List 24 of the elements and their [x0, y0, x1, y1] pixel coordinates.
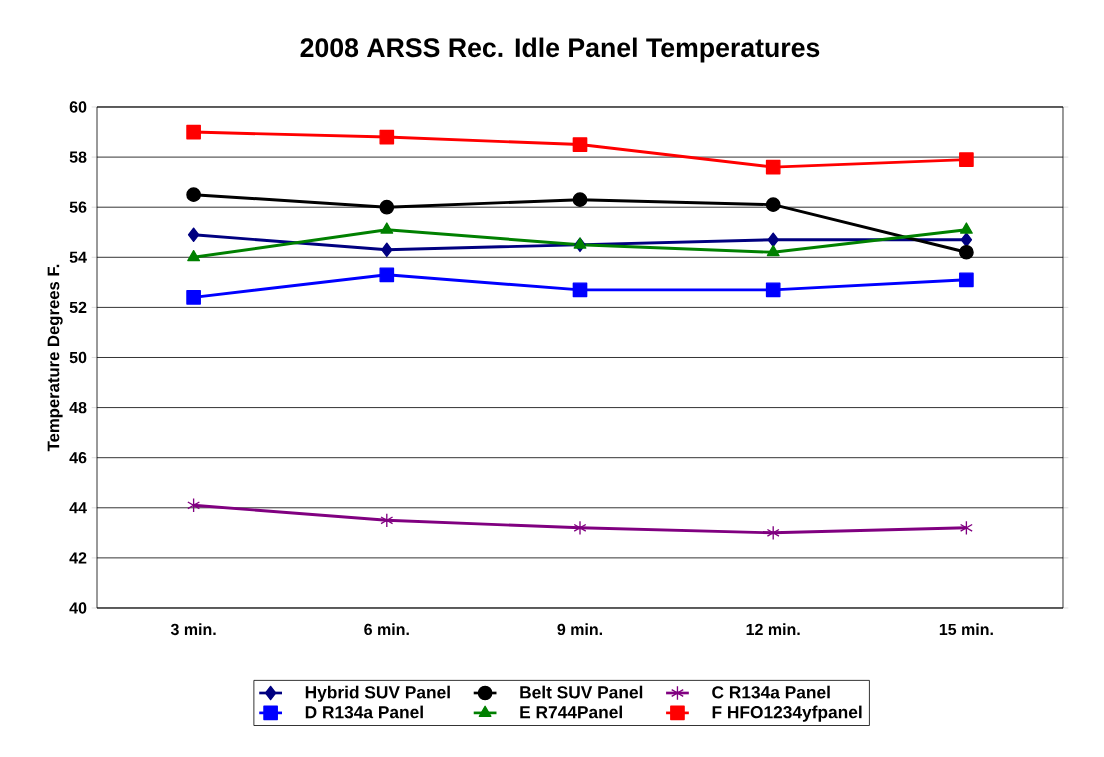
legend-label: C R134a Panel — [712, 685, 830, 699]
legend-label: Belt SUV Panel — [520, 685, 643, 699]
y-tick-label: 50 — [69, 351, 87, 364]
y-tick-label: 54 — [69, 251, 87, 263]
chart-title: 2008 ARSS Rec. Idle Panel Temperatures — [300, 37, 820, 63]
y-tick-label: 56 — [69, 201, 87, 213]
y-tick-label: 40 — [69, 602, 87, 614]
legend-label: D R134a Panel — [305, 705, 423, 719]
y-tick-label: 42 — [69, 552, 87, 564]
y-tick-label: 52 — [69, 301, 87, 314]
x-tick-label: 6 min. — [364, 623, 409, 636]
y-tick-label: 46 — [69, 452, 87, 464]
y-tick-label: 58 — [69, 151, 87, 163]
y-tick-label: 60 — [69, 101, 87, 113]
legend-label: E R744Panel — [520, 705, 622, 719]
legend-label: Hybrid SUV Panel — [305, 685, 450, 702]
y-axis-title: Temperature Degrees F. — [47, 264, 63, 452]
x-tick-label: 12 min. — [746, 623, 800, 635]
x-tick-label: 9 min. — [557, 623, 602, 636]
y-tick-label: 44 — [69, 502, 87, 514]
legend-label: F HFO1234yfpanel — [712, 705, 862, 722]
y-tick-label: 48 — [69, 401, 87, 414]
x-tick-label: 15 min. — [939, 623, 993, 636]
x-tick-label: 3 min. — [170, 623, 216, 636]
